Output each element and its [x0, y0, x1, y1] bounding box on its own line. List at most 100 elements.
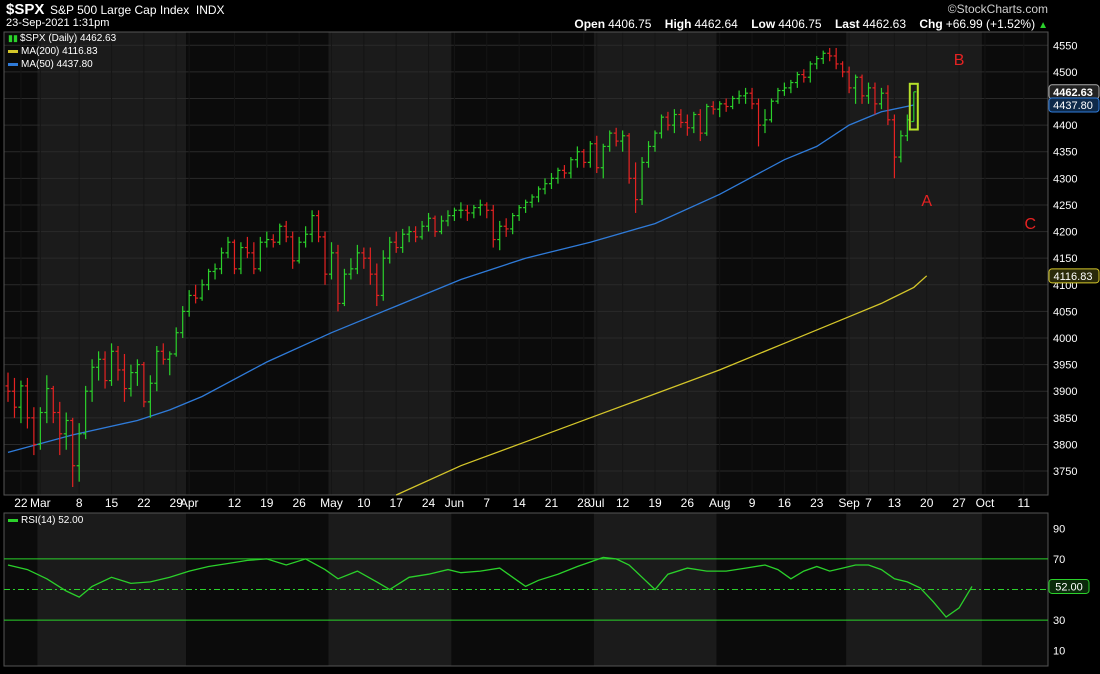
ohlc-bar	[536, 186, 542, 203]
ohlc-bar	[652, 130, 658, 152]
ohlc-bar	[684, 114, 690, 136]
price-tick-label: 3800	[1053, 439, 1077, 451]
rsi-badge-box	[1048, 578, 1090, 594]
ohlc-bar	[477, 199, 483, 216]
date-tick-label: Jul	[589, 496, 604, 510]
ohlc-bar	[18, 380, 24, 424]
ohlc-bar	[361, 247, 367, 269]
ohlc-bar	[510, 212, 516, 235]
ohlc-bar	[607, 130, 613, 152]
ohlc-bar	[380, 250, 386, 301]
rsi-tick-label: 90	[1053, 523, 1065, 535]
ohlc-bar	[354, 244, 360, 275]
ohlc-bar	[898, 130, 904, 163]
ohlc-bar	[633, 162, 639, 213]
price-badge-label: 4437.80	[1053, 100, 1093, 112]
date-tick-label: Aug	[709, 496, 730, 510]
ohlc-bar	[878, 87, 884, 110]
price-badge: 4437.80	[1048, 97, 1100, 113]
ohlc-bar	[445, 210, 451, 227]
ohlc-bar	[238, 242, 244, 275]
last-label: Last	[834, 17, 860, 31]
ohlc-bar	[83, 385, 89, 440]
date-tick-label: 23	[810, 496, 824, 510]
price-tick-label: 4000	[1053, 333, 1077, 345]
ohlc-bar	[70, 417, 76, 488]
ohlc-bar	[57, 401, 63, 456]
ohlc-bar	[290, 231, 296, 269]
ma200-line	[395, 275, 928, 496]
ohlc-bar	[820, 50, 826, 64]
price-tick-label: 3900	[1053, 386, 1077, 398]
high-label: High	[664, 17, 692, 31]
price-badge: 4462.63	[1048, 84, 1100, 100]
ohlc-bar	[801, 69, 807, 83]
ohlc-bar	[186, 290, 192, 317]
ohlc-bar	[413, 226, 419, 243]
ohlc-bar	[568, 157, 574, 179]
ohlc-bar	[574, 146, 580, 168]
ohlc-bar	[658, 114, 664, 139]
ohlc-bar	[329, 242, 334, 280]
current-bar-highlight	[908, 82, 919, 131]
low-value: 4406.75	[778, 17, 822, 31]
ohlc-bar	[277, 223, 283, 245]
ohlc-bar	[594, 135, 600, 174]
legend-ma200: MA(200) 4116.83	[8, 46, 98, 57]
date-tick-label: 26	[681, 496, 695, 510]
ohlc-bar	[471, 204, 477, 219]
date-tick-label: 24	[422, 496, 436, 510]
index-name: S&P 500 Large Cap Index INDX	[50, 3, 225, 17]
rsi-tick-label: 30	[1053, 615, 1065, 627]
date-tick-label: 29	[170, 496, 184, 510]
ohlc-bar	[37, 407, 43, 450]
ohlc-bar	[212, 263, 218, 280]
legend-ma200-text: MA(200) 4116.83	[21, 46, 98, 57]
ohlc-bar	[581, 149, 587, 168]
price-badge-box	[1048, 97, 1100, 113]
ohlc-bar	[665, 111, 671, 131]
price-month-band	[981, 32, 1048, 495]
legend-price: ▮▮ $SPX (Daily) 4462.63	[8, 33, 116, 44]
date-tick-label: 10	[357, 496, 371, 510]
ohlc-bar	[911, 91, 917, 123]
rsi-tick-label: 10	[1053, 646, 1065, 658]
ohlc-bar	[613, 127, 619, 147]
ma50-swatch	[8, 62, 18, 66]
ohlc-bar	[671, 109, 677, 134]
datetime: 23-Sep-2021 1:31pm	[6, 17, 110, 29]
ohlc-bar	[387, 236, 393, 264]
ohlc-bar	[846, 66, 852, 94]
wave-label-b: B	[954, 52, 965, 69]
rsi-swatch	[8, 518, 18, 522]
ohlc-bar	[283, 220, 289, 243]
date-tick-label: 26	[292, 496, 306, 510]
ohlc-bar	[374, 263, 380, 307]
ohlc-bar	[193, 284, 199, 304]
price-badge: 4116.83	[1048, 268, 1100, 284]
ohlc-bar	[503, 218, 509, 237]
ohlc-bar	[141, 361, 147, 408]
price-tick-label: 4350	[1053, 147, 1077, 159]
date-tick-label: Oct	[976, 496, 995, 510]
date-tick-label: 28	[577, 496, 591, 510]
ohlc-bar	[147, 375, 153, 418]
ohlc-bar	[743, 87, 749, 104]
date-tick-label: May	[320, 496, 343, 510]
ohlc-bar	[160, 343, 166, 365]
ohlc-bar	[244, 236, 250, 259]
date-tick-label: 22	[137, 496, 151, 510]
price-badge-box	[1048, 268, 1100, 284]
up-arrow-icon: ▲	[1038, 20, 1048, 31]
ohlc-readout: Open 4406.75 High 4462.64 Low 4406.75 Last 4…	[564, 17, 1048, 31]
ohlc-bar	[316, 210, 322, 243]
price-tick-label: 4250	[1053, 200, 1077, 212]
date-tick-label: 14	[512, 496, 526, 510]
ohlc-bar	[697, 109, 703, 142]
date-tick-label: 22	[14, 496, 28, 510]
price-month-band	[716, 32, 847, 495]
ohlc-bar	[173, 327, 179, 357]
date-tick-label: 19	[260, 496, 274, 510]
rsi-month-band	[716, 513, 847, 666]
ohlc-bar	[458, 202, 464, 219]
